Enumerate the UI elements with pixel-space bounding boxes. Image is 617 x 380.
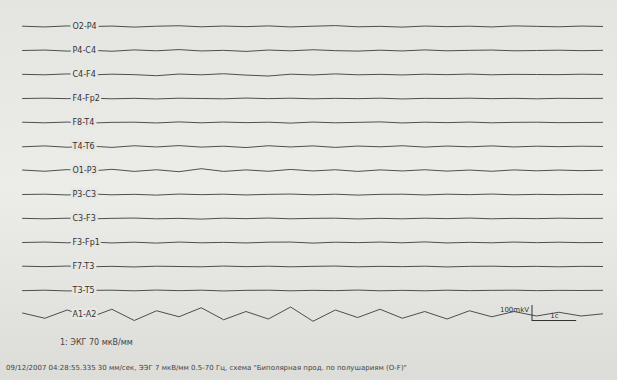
svg-text:P3-C3: P3-C3 [73,190,96,199]
html-text:1: ЭКГ 70 мкВ/мм: 1: ЭКГ 70 мкВ/мм [60,338,133,347]
svg-text:1c: 1c [550,312,558,320]
svg-text:T3-T5: T3-T5 [72,286,95,295]
svg-text:F4-Fp2: F4-Fp2 [73,94,100,103]
svg-text:C3-F3: C3-F3 [73,214,96,223]
svg-text:O2-P4: O2-P4 [73,22,97,31]
svg-text:P4-C4: P4-C4 [73,46,96,55]
svg-text:F3-Fp1: F3-Fp1 [73,238,100,247]
svg-text:100mkV: 100mkV [500,306,529,314]
html-text:09/12/2007 04:28:55.335 30 мм/: 09/12/2007 04:28:55.335 30 мм/сек, ЭЭГ 7… [6,364,407,372]
svg-text:F7-T3: F7-T3 [73,262,95,271]
svg-text:O1-P3: O1-P3 [73,166,97,175]
svg-text:T4-T6: T4-T6 [72,142,95,151]
svg-text:F8-T4: F8-T4 [73,118,95,127]
svg-text:A1-A2: A1-A2 [73,310,97,319]
svg-text:C4-F4: C4-F4 [73,70,96,79]
